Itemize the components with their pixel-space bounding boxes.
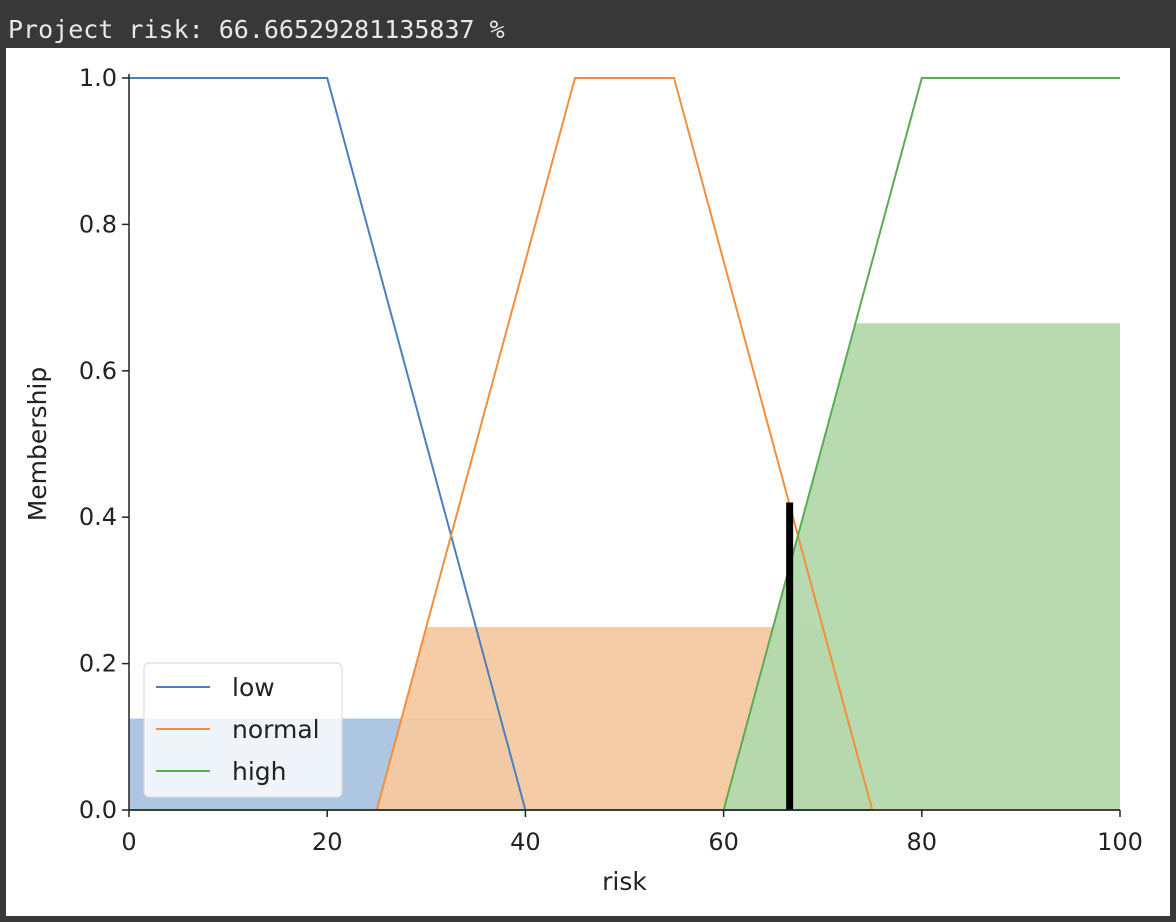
legend-box [143,662,343,798]
x-ticks: 0 20 40 60 80 100 [121,810,1143,856]
legend-label-low: low [232,673,275,702]
y-tick-label: 0.8 [79,210,117,238]
y-axis-label: Membership [23,367,52,522]
legend-label-normal: normal [232,715,320,744]
axes [128,74,1120,811]
fill-high [129,323,1120,810]
activation-fills [129,323,1120,810]
y-tick-label: 0.6 [79,357,117,385]
x-axis-label: risk [602,867,647,896]
output-text: Project risk: 66.66529281135837 % [8,15,505,44]
fill-normal [129,627,1120,810]
x-tick-label: 40 [510,828,541,856]
y-ticks: 0.0 0.2 0.4 0.6 0.8 1.0 [79,64,129,824]
plot-panel: 0 20 40 60 80 100 0.0 0.2 0.4 0.6 0.8 1.0 risk Mem… [6,48,1170,916]
legend: low normal high [143,662,343,798]
x-tick-label: 20 [312,828,343,856]
x-tick-label: 100 [1097,828,1143,856]
y-tick-label: 1.0 [79,64,117,92]
legend-label-high: high [232,757,287,786]
x-tick-label: 80 [907,828,938,856]
y-tick-label: 0.4 [79,503,117,531]
y-tick-label: 0.0 [79,796,117,824]
fill-low [129,718,1120,810]
x-tick-label: 0 [121,828,136,856]
membership-chart: 0 20 40 60 80 100 0.0 0.2 0.4 0.6 0.8 1.0 risk Mem… [23,64,1143,896]
y-tick-label: 0.2 [79,650,117,678]
x-tick-label: 60 [708,828,739,856]
